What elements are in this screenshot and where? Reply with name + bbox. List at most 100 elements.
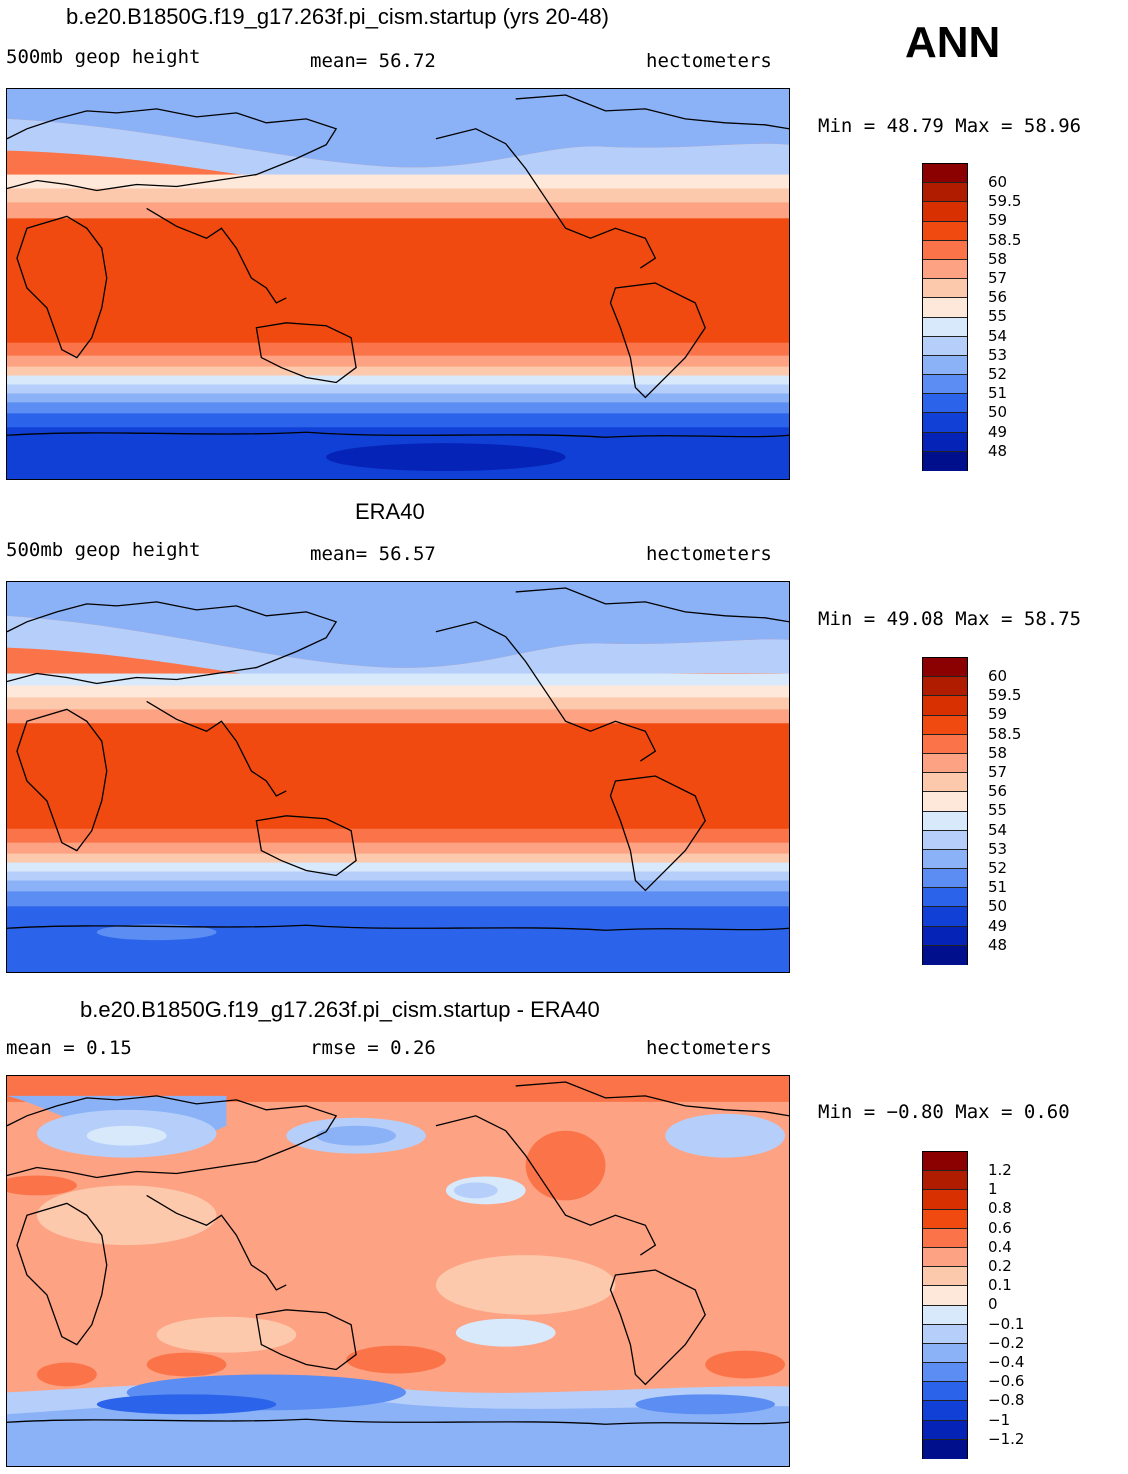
colorbar-swatch [923,869,967,889]
colorbar-label: −1 [988,1410,1011,1429]
colorbar-label: 0.6 [988,1218,1012,1237]
colorbar-label: 50 [988,403,1008,422]
colorbar-label: 51 [988,878,1008,897]
colorbar-label: 53 [988,345,1008,364]
colorbar-label: 53 [988,839,1008,858]
colorbar-swatch [923,1420,967,1440]
panel-3-minmax-label: Min = −0.80 Max = 0.60 [818,1101,1070,1123]
colorbar-label: 59.5 [988,192,1022,211]
colorbar-swatch [923,849,967,870]
colorbar-swatch [923,696,967,716]
colorbar-label: −0.1 [988,1314,1025,1333]
colorbar-label: 49 [988,422,1008,441]
colorbar-label: 0.1 [988,1276,1012,1295]
panel-3-title: b.e20.B1850G.f19_g17.263f.pi_cism.startu… [80,997,600,1022]
colorbar-swatch [923,1439,967,1459]
colorbar-swatch [923,1382,967,1402]
colorbar-label: 56 [988,288,1008,307]
panel-3-units-label: hectometers [646,1037,772,1059]
colorbar-label: 1 [988,1180,998,1199]
colorbar-label: 0.2 [988,1257,1012,1275]
colorbar-swatch [923,926,967,946]
colorbar-label: 0.4 [988,1237,1012,1256]
colorbar-label: 57 [988,269,1008,287]
panel-2-variable-label: 500mb geop height [6,539,201,561]
colorbar-swatch [923,1247,967,1268]
colorbar-swatch [923,375,967,395]
colorbar-label: 55 [988,801,1008,820]
colorbar-label: 48 [988,441,1008,460]
panel-2-units-label: hectometers [646,543,772,565]
colorbar-label: 55 [988,307,1008,326]
colorbar-swatch [923,715,967,735]
panel-1-mean-label: mean= 56.72 [310,50,436,72]
colorbar-label: −1.2 [988,1429,1025,1448]
panel-2-mean-label: mean= 56.57 [310,543,436,565]
panel-3-mean-label: mean = 0.15 [6,1037,132,1059]
colorbar-swatch [923,753,967,774]
panel-1-variable-label: 500mb geop height [6,46,201,68]
colorbar-label: −0.8 [988,1391,1025,1410]
colorbar-swatch [923,658,967,678]
colorbar-label: 52 [988,365,1008,383]
colorbar-swatch [923,1190,967,1210]
colorbar-swatch [923,811,967,831]
colorbar-swatch [923,1286,967,1306]
colorbar-label: 59 [988,705,1008,724]
colorbar-swatch [923,221,967,241]
season-label: ANN [905,18,1001,67]
colorbar-label: 56 [988,782,1008,801]
colorbar-label: 58.5 [988,230,1022,249]
panel-1-units-label: hectometers [646,50,772,72]
colorbar-label: 1.2 [988,1161,1012,1179]
panel-2-colorbar [922,657,968,965]
colorbar-swatch [923,317,967,337]
colorbar-swatch [923,792,967,812]
panel-3-colorbar [922,1151,968,1459]
colorbar-swatch [923,183,967,203]
colorbar-swatch [923,907,967,927]
colorbar-swatch [923,1305,967,1325]
colorbar-swatch [923,259,967,280]
colorbar-swatch [923,1324,967,1344]
colorbar-swatch [923,279,967,299]
colorbar-swatch [923,734,967,754]
colorbar-swatch [923,773,967,793]
colorbar-swatch [923,1401,967,1421]
colorbar-swatch [923,413,967,433]
colorbar-label: 0.8 [988,1199,1012,1218]
colorbar-swatch [923,164,967,184]
colorbar-swatch [923,1228,967,1248]
panel-2-map [6,581,790,973]
panel-1-minmax-label: Min = 48.79 Max = 58.96 [818,115,1082,137]
colorbar-label: 57 [988,763,1008,781]
colorbar-label: 60 [988,173,1008,191]
colorbar-swatch [923,432,967,452]
panel-3-map [6,1075,790,1467]
colorbar-label: 51 [988,384,1008,403]
colorbar-swatch [923,394,967,414]
colorbar-label: 59 [988,211,1008,230]
panel-3-rmse-label: rmse = 0.26 [310,1037,436,1059]
colorbar-label: 48 [988,935,1008,954]
colorbar-swatch [923,451,967,471]
colorbar-label: 58.5 [988,724,1022,743]
colorbar-swatch [923,1363,967,1383]
colorbar-label: 60 [988,667,1008,685]
colorbar-label: 50 [988,897,1008,916]
colorbar-swatch [923,202,967,222]
colorbar-label: 0 [988,1295,998,1314]
colorbar-label: −0.4 [988,1353,1025,1371]
colorbar-label: 49 [988,916,1008,935]
colorbar-label: 58 [988,743,1008,762]
panel-2-minmax-label: Min = 49.08 Max = 58.75 [818,608,1082,630]
colorbar-label: 58 [988,249,1008,268]
colorbar-swatch [923,830,967,850]
panel-1-map [6,88,790,480]
colorbar-label: −0.2 [988,1333,1025,1352]
colorbar-swatch [923,677,967,697]
colorbar-label: 54 [988,820,1008,839]
colorbar-label: 59.5 [988,686,1022,705]
colorbar-swatch [923,888,967,908]
colorbar-swatch [923,1209,967,1229]
